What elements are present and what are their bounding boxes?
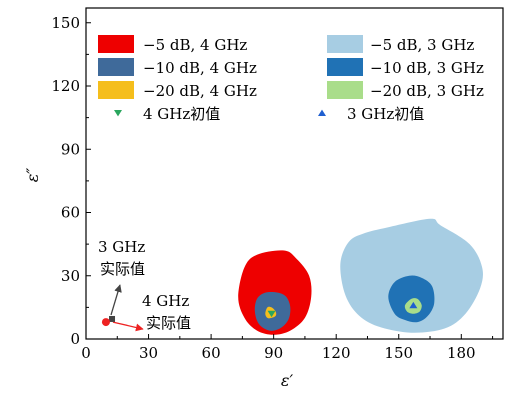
x-tick-label-60: 60: [202, 344, 221, 362]
legend-label-0: −5 dB, 4 GHz: [143, 36, 247, 54]
x-tick-label-90: 90: [264, 344, 283, 362]
y-tick-label-120: 120: [51, 77, 80, 95]
tick-labels: 0 30 60 90 120 150 180 0 30 60 90 120 150: [51, 14, 475, 362]
legend-swatch-0: [98, 35, 134, 53]
legend-marker-0: [114, 110, 122, 117]
y-tick-label-0: 0: [70, 330, 80, 348]
y-tick-label-30: 30: [61, 267, 80, 285]
y-tick-label-90: 90: [61, 140, 80, 158]
legend-label-4: −10 dB, 3 GHz: [370, 59, 484, 77]
legend-swatch-2: [98, 81, 134, 99]
x-tick-label-150: 150: [384, 344, 413, 362]
legend-label-1: −10 dB, 4 GHz: [143, 59, 257, 77]
legend-marker-label-1: 3 GHz初值: [347, 105, 424, 123]
x-axis-title: ε′: [281, 371, 294, 390]
legend-swatch-1: [98, 58, 134, 76]
x-tick-label-180: 180: [447, 344, 476, 362]
annotation-4ghz-line1: 4 GHz: [142, 292, 189, 310]
annotation-3ghz-line2: 实际值: [100, 260, 145, 278]
x-tick-label-120: 120: [322, 344, 351, 362]
legend-label-3: −5 dB, 3 GHz: [370, 36, 474, 54]
x-tick-label-30: 30: [139, 344, 158, 362]
arrow-4ghz: [112, 321, 144, 332]
axes: [85, 7, 504, 340]
y-tick-label-60: 60: [61, 204, 80, 222]
y-axis-title: ε″: [23, 168, 42, 183]
legend-marker-label-0: 4 GHz初值: [143, 105, 220, 123]
y-tick-label-150: 150: [51, 14, 80, 32]
data-regions: [238, 218, 483, 335]
actual-value-markers: [101, 284, 144, 332]
initial-marker-0-0: [267, 310, 276, 318]
annotation-3ghz-line1: 3 GHz: [98, 238, 145, 256]
annotation-4ghz-line2: 实际值: [146, 314, 191, 332]
legend: −5 dB, 4 GHz −10 dB, 4 GHz −20 dB, 4 GHz −5…: [98, 35, 484, 123]
legend-swatch-right-0: [327, 35, 363, 53]
x-tick-label-0: 0: [81, 344, 91, 362]
plot-frame: [85, 7, 504, 340]
actual-3ghz-marker: [109, 315, 116, 322]
legend-label-2: −20 dB, 4 GHz: [143, 82, 257, 100]
actual-4ghz-marker: [101, 318, 110, 327]
legend-swatch-right-2: [327, 81, 363, 99]
initial-marker-1-0: [409, 301, 418, 309]
legend-marker-1: [318, 109, 326, 116]
arrow-3ghz: [110, 284, 122, 316]
initial-value-markers: [267, 301, 418, 318]
legend-label-5: −20 dB, 3 GHz: [370, 82, 484, 100]
legend-swatch-right-1: [327, 58, 363, 76]
